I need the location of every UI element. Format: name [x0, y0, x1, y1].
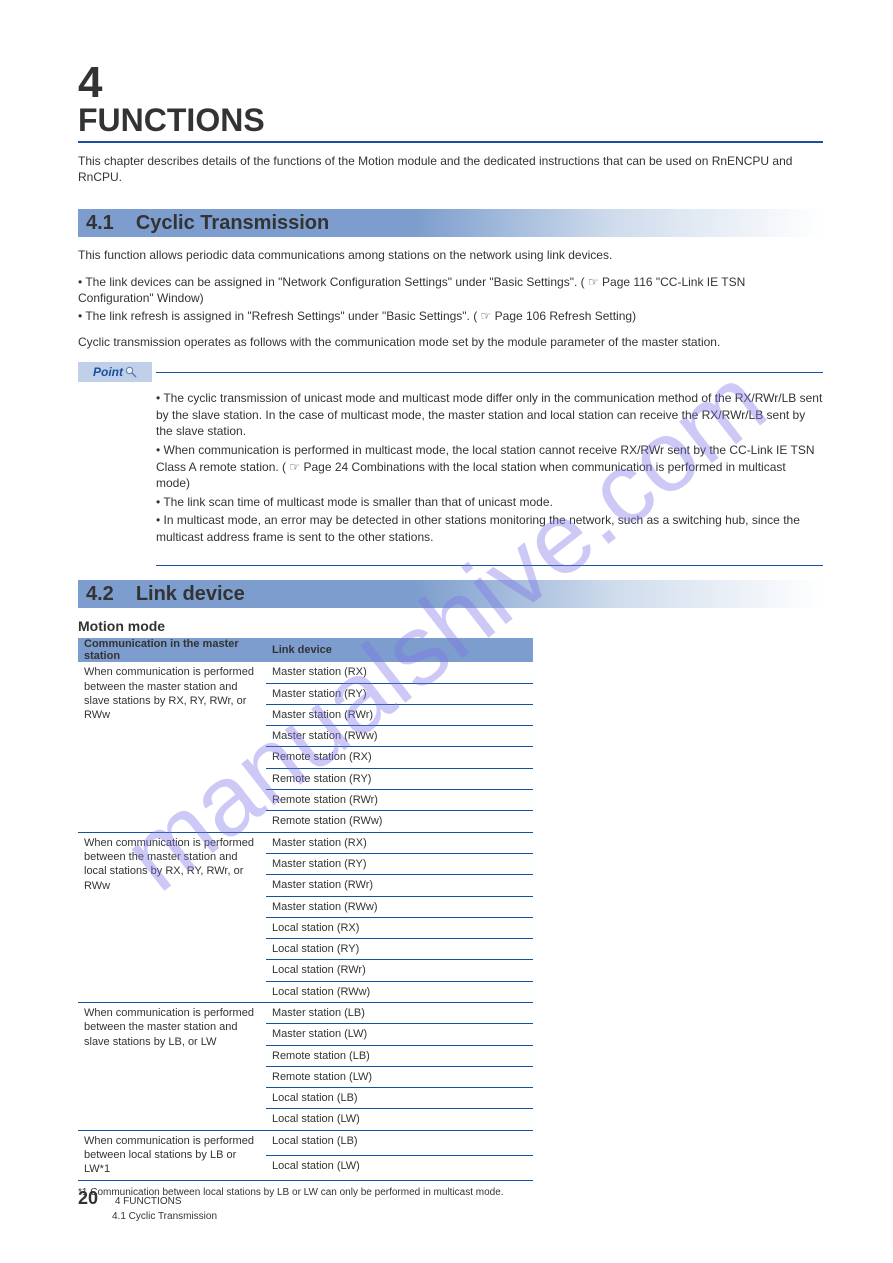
chapter-number: 4 — [78, 58, 823, 108]
point-label: Point — [93, 365, 123, 379]
intro-text: This chapter describes details of the fu… — [78, 153, 823, 185]
value-cell: Master station (LB) — [266, 1002, 533, 1023]
point-item-4: • In multicast mode, an error may be det… — [156, 512, 823, 545]
point-text-4: In multicast mode, an error may be detec… — [156, 513, 800, 544]
chapter-rule — [78, 141, 823, 143]
value-cell: Master station (RWr) — [266, 875, 533, 896]
group-cell: When communication is performed between … — [78, 662, 266, 832]
point-top-rule — [156, 372, 823, 373]
section-4-1-body1: This function allows periodic data commu… — [78, 247, 823, 263]
value-cell: Master station (RWw) — [266, 726, 533, 747]
point-badge: Point — [78, 362, 152, 382]
point-text-3: The link scan time of multicast mode is … — [163, 495, 553, 509]
table-row: When communication is performed between … — [78, 1130, 533, 1155]
value-cell: Local station (RWw) — [266, 981, 533, 1002]
bullet-text: The link devices can be assigned in "Net… — [78, 275, 745, 305]
footer-line2: 4.1 Cyclic Transmission — [112, 1211, 217, 1222]
value-cell: Master station (RX) — [266, 662, 533, 683]
point-text-1: The cyclic transmission of unicast mode … — [156, 391, 822, 438]
point-item-3: • The link scan time of multicast mode i… — [156, 494, 823, 511]
bullet-text: The link refresh is assigned in "Refresh… — [85, 309, 636, 323]
value-cell: Master station (RY) — [266, 683, 533, 704]
value-cell: Local station (RY) — [266, 939, 533, 960]
value-cell: Local station (LW) — [266, 1109, 533, 1130]
table-caption: Motion mode — [78, 618, 823, 634]
value-cell: Local station (LB) — [266, 1088, 533, 1109]
value-cell: Master station (RWw) — [266, 896, 533, 917]
value-cell: Master station (RWr) — [266, 704, 533, 725]
group-cell: When communication is performed between … — [78, 832, 266, 1002]
group-cell: When communication is performed between … — [78, 1002, 266, 1130]
value-cell: Remote station (LW) — [266, 1066, 533, 1087]
footer-line1: 4 FUNCTIONS — [115, 1196, 182, 1207]
value-cell: Remote station (LB) — [266, 1045, 533, 1066]
table-body: When communication is performed between … — [78, 662, 533, 1180]
value-cell: Remote station (RX) — [266, 747, 533, 768]
table-row: When communication is performed between … — [78, 1002, 533, 1023]
section-title: Link device — [136, 583, 245, 606]
point-bottom-rule — [156, 565, 823, 566]
value-cell: Master station (RX) — [266, 832, 533, 853]
chapter-title: FUNCTIONS — [78, 102, 823, 139]
page-number: 20 — [78, 1188, 98, 1208]
point-text-2: When communication is performed in multi… — [156, 443, 815, 490]
table-row: When communication is performed between … — [78, 662, 533, 683]
col-header-left: Communication in the master station — [78, 638, 266, 662]
value-cell: Remote station (RWr) — [266, 790, 533, 811]
point-row: Point — [78, 362, 823, 382]
table-header-row: Communication in the master station Link… — [78, 638, 533, 662]
section-4-1-body3: Cyclic transmission operates as follows … — [78, 334, 823, 350]
group-cell: When communication is performed between … — [78, 1130, 266, 1180]
page-footer: 20 4 FUNCTIONS 4.1 Cyclic Transmission — [78, 1187, 217, 1223]
magnifier-icon — [125, 366, 137, 378]
page: 4 FUNCTIONS This chapter describes detai… — [0, 0, 893, 1263]
section-bar-4-2: 4.2 Link device — [78, 580, 823, 608]
col-header-right: Link device — [266, 638, 533, 662]
section-bar-4-1: 4.1 Cyclic Transmission — [78, 209, 823, 237]
section-title: Cyclic Transmission — [136, 212, 329, 235]
value-cell: Local station (RX) — [266, 917, 533, 938]
chapter-header: 4 FUNCTIONS — [78, 58, 823, 143]
section-4-1-bullet1: • The link devices can be assigned in "N… — [78, 274, 823, 306]
section-number: 4.1 — [86, 212, 114, 235]
value-cell: Local station (RWr) — [266, 960, 533, 981]
value-cell: Remote station (RY) — [266, 768, 533, 789]
value-cell: Local station (LB) — [266, 1130, 533, 1155]
value-cell: Master station (LW) — [266, 1024, 533, 1045]
section-number: 4.2 — [86, 583, 114, 606]
value-cell: Local station (LW) — [266, 1155, 533, 1180]
point-item-2: • When communication is performed in mul… — [156, 442, 823, 492]
point-item-1: • The cyclic transmission of unicast mod… — [156, 390, 823, 440]
value-cell: Remote station (RWw) — [266, 811, 533, 832]
link-device-table: Communication in the master station Link… — [78, 638, 533, 1180]
table-row: When communication is performed between … — [78, 832, 533, 853]
value-cell: Master station (RY) — [266, 853, 533, 874]
section-4-1-bullet2: • The link refresh is assigned in "Refre… — [78, 308, 823, 324]
